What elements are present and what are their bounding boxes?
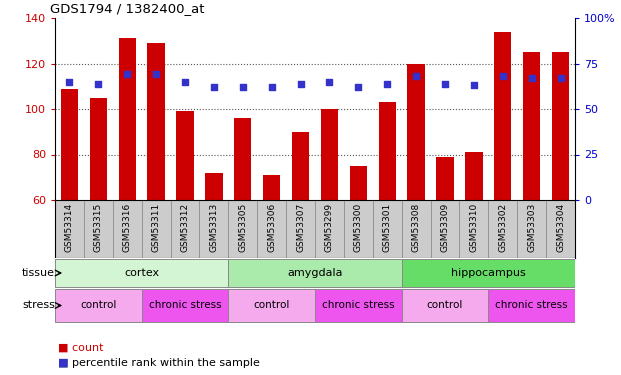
Bar <box>199 200 229 258</box>
Text: tissue: tissue <box>22 268 55 278</box>
Point <box>65 79 75 85</box>
Text: GSM53313: GSM53313 <box>209 203 219 252</box>
Text: chronic stress: chronic stress <box>322 300 395 310</box>
Text: hippocampus: hippocampus <box>451 268 526 278</box>
Bar <box>407 63 425 200</box>
Bar <box>552 52 569 200</box>
Bar <box>263 175 280 200</box>
Point <box>556 75 566 81</box>
Bar <box>315 289 402 322</box>
Point <box>498 73 508 79</box>
Bar <box>147 43 165 200</box>
Bar <box>113 200 142 258</box>
Text: GSM53309: GSM53309 <box>440 203 450 252</box>
Bar <box>373 200 402 258</box>
Bar <box>55 200 84 258</box>
Bar <box>402 200 430 258</box>
Bar <box>488 200 517 258</box>
Point <box>383 81 392 87</box>
Bar <box>292 132 309 200</box>
Text: chronic stress: chronic stress <box>148 300 221 310</box>
Bar <box>315 200 344 258</box>
Bar <box>142 200 171 258</box>
Point <box>440 81 450 87</box>
Text: GSM53312: GSM53312 <box>181 203 189 252</box>
Bar <box>494 32 512 200</box>
Bar <box>488 289 575 322</box>
Bar <box>460 200 488 258</box>
Bar <box>205 173 222 200</box>
Bar <box>402 289 488 322</box>
Bar <box>350 166 367 200</box>
Bar <box>465 152 483 200</box>
Bar <box>437 157 454 200</box>
Text: control: control <box>427 300 463 310</box>
Text: GSM53305: GSM53305 <box>238 203 247 252</box>
Text: GDS1794 / 1382400_at: GDS1794 / 1382400_at <box>50 3 204 15</box>
Text: GSM53314: GSM53314 <box>65 203 74 252</box>
Text: GSM53300: GSM53300 <box>354 203 363 252</box>
Bar <box>84 200 113 258</box>
Text: ■ percentile rank within the sample: ■ percentile rank within the sample <box>58 358 260 368</box>
Text: amygdala: amygdala <box>288 268 343 278</box>
Point <box>325 79 335 85</box>
Bar <box>176 111 194 200</box>
Point <box>238 84 248 90</box>
Bar <box>379 102 396 200</box>
Point <box>411 73 421 79</box>
Bar <box>344 200 373 258</box>
Text: GSM53307: GSM53307 <box>296 203 305 252</box>
Text: GSM53302: GSM53302 <box>498 203 507 252</box>
Bar <box>257 200 286 258</box>
Text: GSM53306: GSM53306 <box>267 203 276 252</box>
Text: chronic stress: chronic stress <box>496 300 568 310</box>
Bar <box>517 200 546 258</box>
Point <box>266 84 276 90</box>
Point <box>180 79 190 85</box>
Text: ■: ■ <box>58 358 68 368</box>
Text: GSM53304: GSM53304 <box>556 203 565 252</box>
Text: GSM53311: GSM53311 <box>152 203 161 252</box>
Bar <box>546 200 575 258</box>
Bar <box>55 289 142 322</box>
Bar <box>55 259 229 287</box>
Point <box>469 82 479 88</box>
Bar <box>171 200 199 258</box>
Point <box>527 75 537 81</box>
Point <box>93 81 103 87</box>
Text: GSM53299: GSM53299 <box>325 203 334 252</box>
Text: ■ count: ■ count <box>58 343 104 353</box>
Bar <box>523 52 540 200</box>
Bar <box>402 259 575 287</box>
Text: stress: stress <box>22 300 55 310</box>
Text: GSM53315: GSM53315 <box>94 203 103 252</box>
Point <box>296 81 306 87</box>
Bar <box>234 118 252 200</box>
Bar <box>229 259 402 287</box>
Point <box>353 84 363 90</box>
Bar <box>119 39 136 200</box>
Bar <box>89 98 107 200</box>
Bar <box>430 200 460 258</box>
Bar <box>286 200 315 258</box>
Text: cortex: cortex <box>124 268 159 278</box>
Point <box>209 84 219 90</box>
Bar <box>142 289 229 322</box>
Bar <box>229 289 315 322</box>
Bar <box>321 109 338 200</box>
Point <box>151 71 161 77</box>
Text: GSM53303: GSM53303 <box>527 203 536 252</box>
Text: control: control <box>253 300 290 310</box>
Text: GSM53316: GSM53316 <box>123 203 132 252</box>
Text: control: control <box>80 300 117 310</box>
Text: GSM53308: GSM53308 <box>412 203 420 252</box>
Text: GSM53310: GSM53310 <box>469 203 478 252</box>
Bar <box>61 88 78 200</box>
Point <box>122 71 132 77</box>
Text: GSM53301: GSM53301 <box>383 203 392 252</box>
Bar <box>229 200 257 258</box>
